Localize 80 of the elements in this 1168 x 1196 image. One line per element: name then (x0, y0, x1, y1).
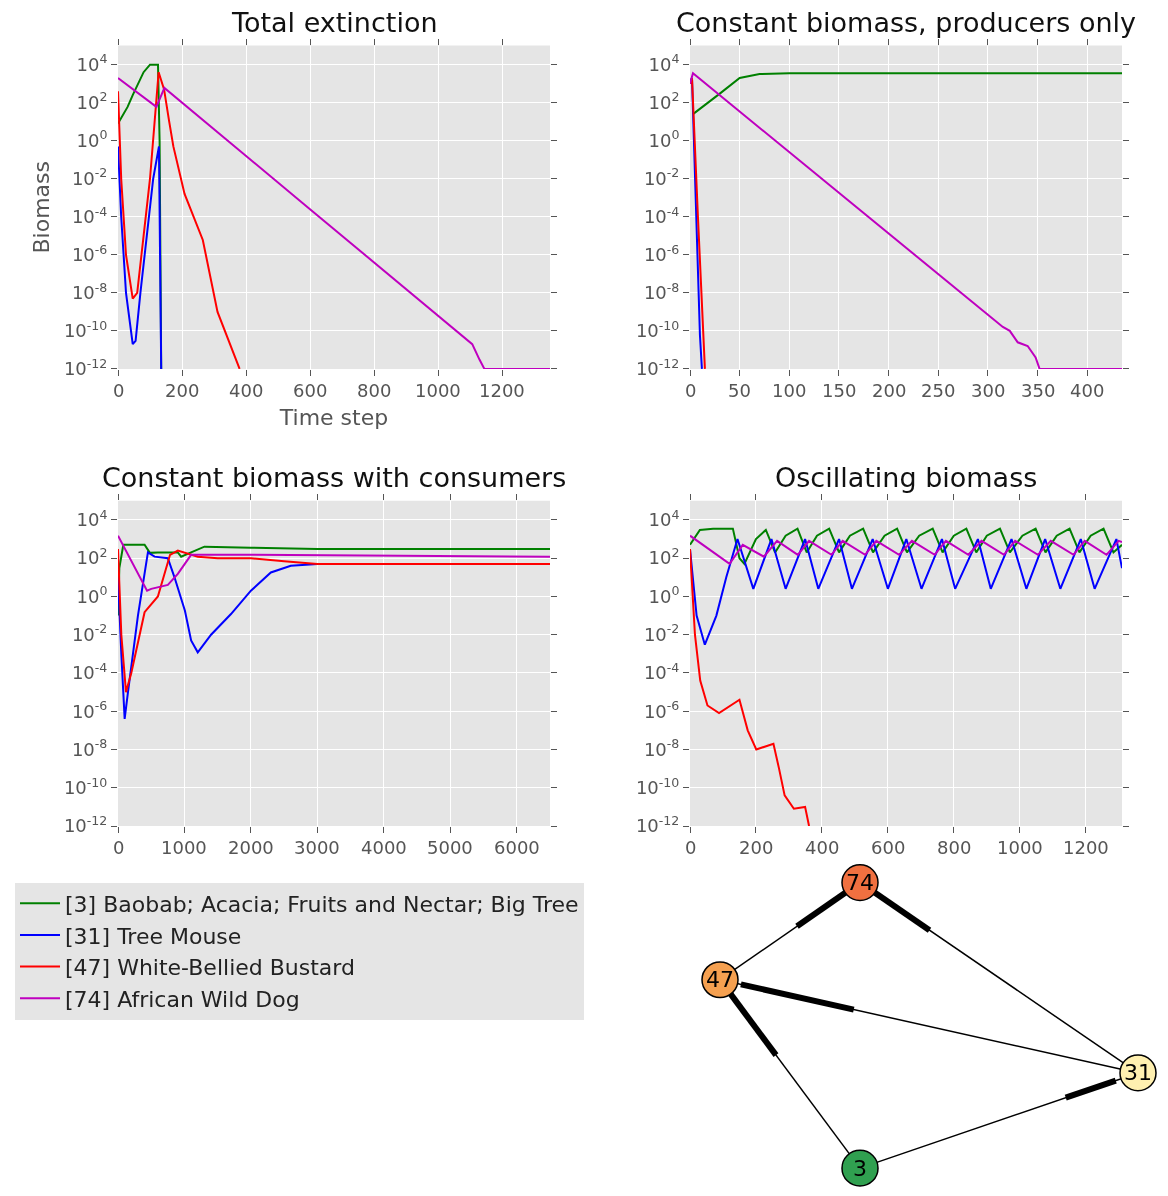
text: 31 (1124, 1060, 1152, 1085)
x-tick-label: 300 (971, 380, 1006, 401)
y-tick-label: 10$^{2}$ (76, 544, 108, 569)
y-tick-label: 10$^{0}$ (76, 127, 108, 151)
x-tick-label: 0 (113, 837, 125, 858)
x-tick-label: 800 (357, 380, 392, 401)
y-tick-label: 10$^{-8}$ (71, 279, 108, 304)
x-tick-label: 400 (1070, 380, 1105, 401)
y-tick-label: 10$^{2}$ (648, 89, 680, 113)
x-tick-label: 50 (728, 380, 751, 401)
y-tick-label: 10$^{-6}$ (643, 241, 680, 266)
text: 3 (853, 1156, 867, 1181)
x-tick-label: 0 (113, 380, 125, 401)
y-tick-label: 10$^{-4}$ (643, 203, 680, 228)
y-tick-label: 10$^{-2}$ (71, 165, 108, 190)
chart-title: Oscillating biomass (775, 462, 1038, 493)
chart-title: Total extinction (231, 7, 438, 38)
x-tick-label: 6000 (494, 837, 540, 858)
y-tick-label: 10$^{0}$ (76, 583, 108, 607)
y-tick-label: 10$^{-4}$ (71, 203, 108, 228)
x-tick-label: 2000 (228, 837, 274, 858)
y-tick-label: 10$^{-12}$ (63, 355, 108, 380)
x-tick-label: 350 (1021, 380, 1056, 401)
x-axis-title: Time step (278, 404, 389, 430)
x-tick-label: 0 (685, 380, 697, 401)
y-tick-label: 10$^{-8}$ (71, 736, 108, 760)
x-tick-label: 1000 (997, 837, 1043, 858)
y-tick-label: 10$^{-2}$ (71, 621, 108, 646)
y-tick-label: 10$^{-6}$ (643, 697, 680, 722)
y-tick-label: 10$^{2}$ (648, 544, 680, 569)
x-tick-label: 150 (822, 380, 857, 401)
y-tick-label: 10$^{-12}$ (635, 355, 680, 380)
x-tick-label: 100 (772, 380, 807, 401)
y-tick-label: 10$^{-8}$ (643, 736, 680, 760)
text: 74 (846, 870, 874, 895)
y-tick-label: 10$^{-6}$ (71, 697, 108, 722)
x-tick-label: 4000 (361, 837, 407, 858)
text: 47 (706, 967, 734, 992)
x-tick-label: 600 (871, 837, 906, 858)
y-tick-label: 10$^{4}$ (648, 51, 680, 75)
chart-title: Constant biomass with consumers (102, 462, 567, 493)
y-tick-label: 10$^{-10}$ (63, 317, 108, 342)
x-tick-label: 1000 (161, 837, 207, 858)
y-tick-label: 10$^{-4}$ (643, 659, 680, 684)
y-tick-label: 10$^{-4}$ (71, 659, 108, 684)
x-tick-label: 400 (805, 837, 840, 858)
y-tick-label: 10$^{4}$ (648, 506, 680, 531)
x-tick-label: 250 (921, 380, 956, 401)
y-tick-label: 10$^{-10}$ (635, 774, 680, 799)
x-tick-label: 5000 (427, 837, 473, 858)
y-tick-label: 10$^{-2}$ (643, 165, 680, 190)
x-tick-label: 1200 (479, 380, 525, 401)
x-tick-label: 200 (872, 380, 907, 401)
y-tick-label: 10$^{0}$ (648, 127, 680, 151)
y-tick-label: 10$^{0}$ (648, 583, 680, 607)
y-tick-label: 10$^{-2}$ (643, 621, 680, 646)
y-tick-label: 10$^{2}$ (76, 89, 108, 113)
legend-label: [74] African Wild Dog (65, 986, 300, 1012)
y-tick-label: 10$^{-10}$ (63, 774, 108, 799)
y-tick-label: 10$^{-6}$ (71, 241, 108, 266)
y-tick-label: 10$^{4}$ (76, 506, 108, 531)
x-tick-label: 200 (165, 380, 200, 401)
legend-label: [31] Tree Mouse (65, 923, 242, 949)
x-tick-label: 200 (739, 837, 774, 858)
y-axis-title: Biomass (28, 160, 54, 254)
y-tick-label: 10$^{-12}$ (63, 812, 108, 837)
legend-label: [47] White-Bellied Bustard (65, 955, 355, 981)
x-tick-label: 1200 (1063, 837, 1109, 858)
x-tick-label: 600 (293, 380, 328, 401)
y-tick-label: 10$^{4}$ (76, 51, 108, 75)
x-tick-label: 400 (229, 380, 264, 401)
y-tick-label: 10$^{-10}$ (635, 317, 680, 342)
x-tick-label: 3000 (294, 837, 340, 858)
chart-title: Constant biomass, producers only (676, 7, 1137, 38)
x-tick-label: 0 (685, 837, 697, 858)
x-tick-label: 800 (937, 837, 972, 858)
x-tick-label: 1000 (415, 380, 461, 401)
legend-label: [3] Baobab; Acacia; Fruits and Nectar; Big Tree (65, 891, 579, 917)
y-tick-label: 10$^{-12}$ (635, 812, 680, 837)
y-tick-label: 10$^{-8}$ (643, 279, 680, 304)
